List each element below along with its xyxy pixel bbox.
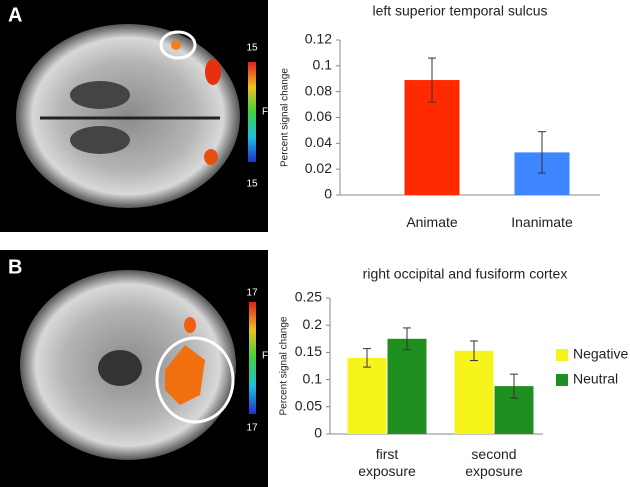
activation	[165, 345, 205, 405]
colorbar-min: 17	[246, 423, 258, 434]
y-tick-label: 0.25	[295, 289, 322, 305]
bar	[347, 357, 387, 434]
y-tick-label: 0.1	[313, 57, 333, 73]
roi-circle	[155, 336, 235, 424]
colorbar	[248, 62, 256, 162]
bar	[387, 338, 427, 434]
chart-title: left superior temporal sulcus	[372, 3, 547, 19]
y-tick-label: 0.02	[305, 160, 332, 176]
y-tick-label: 0.08	[305, 82, 332, 98]
legend-label: Neutral	[573, 371, 618, 387]
y-tick-label: 0.06	[305, 108, 332, 124]
panel-label: B	[8, 256, 22, 278]
y-tick-label: 0.12	[305, 31, 332, 47]
ventricle	[70, 126, 130, 154]
legend-swatch	[556, 374, 568, 386]
ventricle	[70, 81, 130, 109]
activation	[204, 149, 218, 165]
colorbar-max: 17	[246, 288, 258, 299]
colorbar-label: F	[262, 107, 268, 118]
activation	[205, 59, 221, 85]
y-tick-label: 0	[314, 425, 322, 441]
y-tick-label: 0.2	[303, 316, 323, 332]
chart-title: right occipital and fusiform cortex	[363, 266, 568, 282]
x-tick-label: second exposure	[465, 446, 523, 479]
roi-circle	[159, 30, 197, 60]
y-axis-label: Percent signal change	[279, 316, 290, 415]
brain-slice	[16, 24, 240, 208]
colorbar-max: 15	[246, 43, 258, 54]
y-tick-label: 0.1	[303, 370, 323, 386]
legend-swatch	[556, 349, 568, 361]
y-tick-label: 0.05	[295, 398, 322, 414]
colorbar	[249, 302, 256, 414]
y-tick-label: 0.15	[295, 343, 322, 359]
bar	[454, 350, 494, 434]
y-axis-label: Percent signal change	[280, 68, 291, 167]
legend-label: Negative	[573, 346, 628, 362]
x-tick-label: first exposure	[358, 446, 416, 479]
colorbar-label: F	[262, 351, 268, 362]
panel-label: A	[8, 4, 22, 26]
x-tick-label: Animate	[406, 214, 458, 230]
y-tick-label: 0	[324, 186, 332, 202]
y-tick-label: 0.04	[305, 134, 332, 150]
activation	[184, 317, 196, 333]
brainstem	[98, 350, 142, 386]
colorbar-min: 15	[246, 179, 258, 190]
x-tick-label: Inanimate	[511, 214, 573, 230]
activation	[171, 40, 181, 50]
